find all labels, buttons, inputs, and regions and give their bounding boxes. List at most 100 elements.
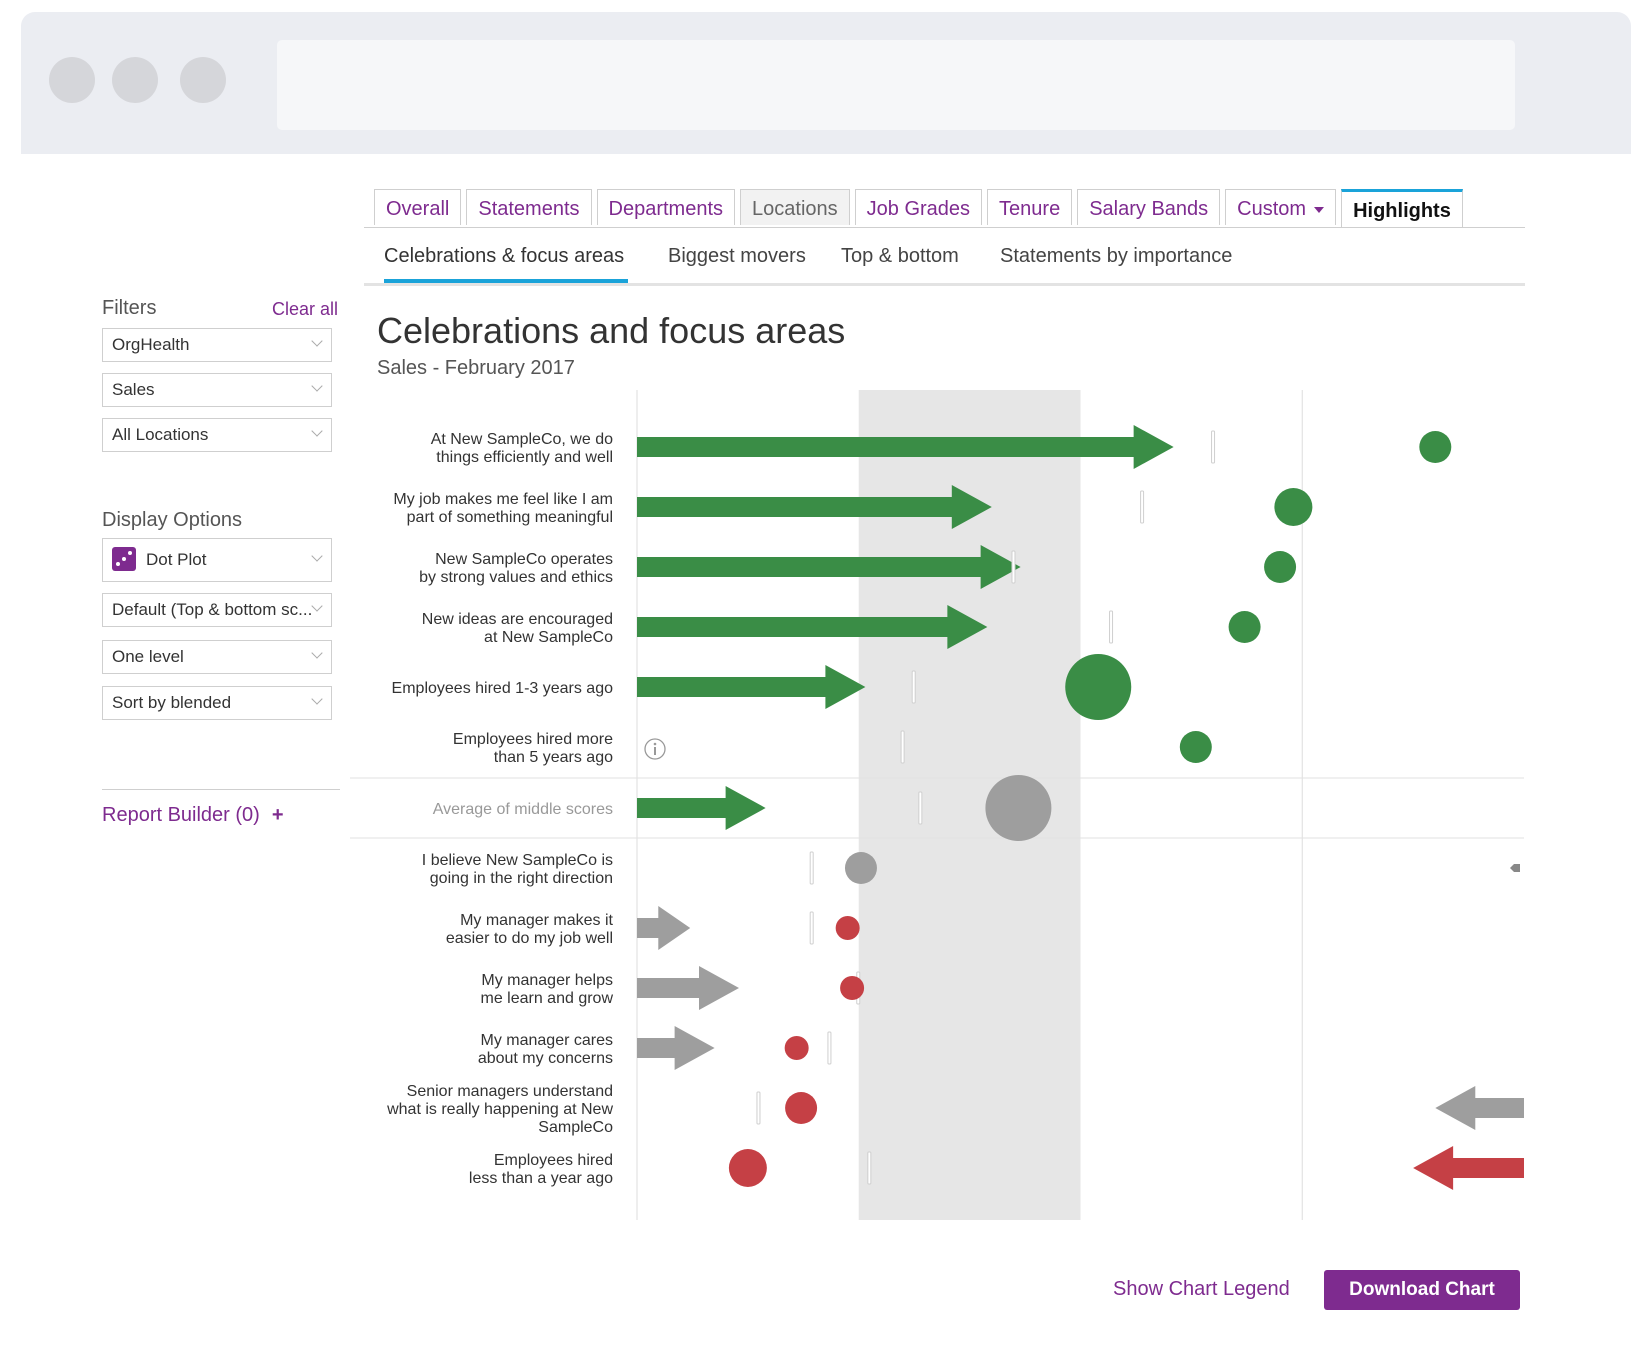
window-minimize-dot[interactable] bbox=[112, 57, 158, 103]
level-select[interactable]: One level bbox=[102, 640, 332, 674]
comparison-marker bbox=[900, 730, 905, 764]
main-tabs: Overall Statements Departments Locations… bbox=[374, 189, 1468, 228]
select-value: Dot Plot bbox=[146, 550, 207, 569]
row-label: about my concerns bbox=[478, 1050, 613, 1067]
score-dot bbox=[1274, 488, 1313, 526]
trend-arrow bbox=[637, 605, 988, 649]
row-label: Employees hired bbox=[494, 1152, 613, 1169]
row-label: My manager makes it bbox=[460, 912, 613, 929]
comparison-marker bbox=[867, 1151, 872, 1185]
show-chart-legend-link[interactable]: Show Chart Legend bbox=[1113, 1278, 1290, 1300]
row-label: going in the right direction bbox=[430, 870, 613, 887]
score-dot bbox=[844, 852, 877, 884]
tab-departments[interactable]: Departments bbox=[596, 189, 736, 225]
subtab-biggest-movers[interactable]: Biggest movers bbox=[668, 245, 806, 267]
score-dot bbox=[785, 1092, 818, 1124]
tab-locations[interactable]: Locations bbox=[740, 189, 850, 225]
address-bar[interactable] bbox=[277, 40, 1515, 130]
select-value: All Locations bbox=[112, 425, 209, 444]
trend-arrow bbox=[1413, 1146, 1524, 1190]
row-label: Senior managers understand bbox=[407, 1083, 613, 1100]
tab-label: Locations bbox=[752, 198, 838, 220]
offchart-arrow bbox=[1510, 864, 1520, 872]
row-label: Employees hired 1-3 years ago bbox=[392, 680, 614, 697]
score-dot bbox=[835, 916, 860, 940]
row-label: things efficiently and well bbox=[436, 449, 613, 466]
chevron-down-icon bbox=[311, 647, 323, 659]
score-dot bbox=[1264, 551, 1297, 583]
tab-job-grades[interactable]: Job Grades bbox=[854, 189, 983, 225]
sidebar-divider bbox=[102, 789, 340, 790]
filters-heading: Filters bbox=[102, 297, 157, 319]
tab-custom[interactable]: Custom bbox=[1225, 189, 1337, 225]
display-options-heading: Display Options bbox=[102, 509, 243, 531]
chevron-down-icon bbox=[311, 550, 323, 562]
row-label: Average of middle scores bbox=[433, 801, 613, 818]
tab-statements[interactable]: Statements bbox=[466, 189, 592, 225]
chevron-down-icon bbox=[311, 600, 323, 612]
filter-location-select[interactable]: All Locations bbox=[102, 418, 332, 452]
trend-arrow bbox=[637, 545, 1021, 589]
subtab-celebrations[interactable]: Celebrations & focus areas bbox=[384, 245, 625, 267]
trend-arrow bbox=[637, 485, 992, 529]
window-close-dot[interactable] bbox=[49, 57, 95, 103]
chevron-down-icon bbox=[311, 335, 323, 347]
tab-label: Tenure bbox=[999, 198, 1061, 220]
subtab-top-bottom[interactable]: Top & bottom bbox=[841, 245, 959, 267]
download-chart-button[interactable]: Download Chart bbox=[1324, 1270, 1520, 1310]
scoring-select[interactable]: Default (Top & bottom sc... bbox=[102, 593, 332, 627]
row-label: At New SampleCo, we do bbox=[431, 431, 613, 448]
chevron-down-icon bbox=[311, 425, 323, 437]
row-label: what is really happening at New bbox=[386, 1101, 613, 1118]
row-label: part of something meaningful bbox=[407, 509, 613, 526]
tab-label: Job Grades bbox=[866, 198, 971, 220]
sort-select[interactable]: Sort by blended bbox=[102, 686, 332, 720]
window-zoom-dot[interactable] bbox=[180, 57, 226, 103]
trend-arrow bbox=[637, 665, 866, 709]
report-builder-label: Report Builder (0) bbox=[102, 804, 260, 826]
score-dot bbox=[1228, 611, 1261, 643]
trend-arrow bbox=[637, 966, 740, 1010]
select-value: Default (Top & bottom sc... bbox=[112, 600, 313, 619]
row-label: than 5 years ago bbox=[494, 749, 613, 766]
tab-label: Statements bbox=[478, 198, 580, 220]
tab-highlights[interactable]: Highlights bbox=[1341, 189, 1463, 228]
browser-chrome bbox=[21, 12, 1631, 154]
row-label: New SampleCo operates bbox=[435, 551, 613, 568]
comparison-marker bbox=[827, 1031, 832, 1065]
tab-label: Highlights bbox=[1353, 200, 1451, 222]
score-dot bbox=[985, 775, 1052, 841]
tab-tenure[interactable]: Tenure bbox=[987, 189, 1073, 225]
subtab-statements-by-importance[interactable]: Statements by importance bbox=[1000, 245, 1233, 267]
comparison-marker bbox=[756, 1091, 761, 1125]
filter-department-select[interactable]: Sales bbox=[102, 373, 332, 407]
comparison-marker bbox=[1109, 610, 1114, 644]
chart-type-select[interactable]: Dot Plot bbox=[102, 538, 332, 582]
chevron-down-icon bbox=[311, 380, 323, 392]
comparison-marker bbox=[809, 911, 814, 945]
row-label: me learn and grow bbox=[480, 990, 613, 1007]
info-icon bbox=[644, 738, 666, 760]
tabs-divider bbox=[364, 227, 1525, 228]
tab-label: Departments bbox=[608, 198, 724, 220]
score-dot bbox=[1419, 431, 1452, 463]
row-label: at New SampleCo bbox=[484, 629, 613, 646]
comparison-marker bbox=[1011, 550, 1016, 584]
tab-salary-bands[interactable]: Salary Bands bbox=[1077, 189, 1221, 225]
report-builder-link[interactable]: Report Builder (0) + bbox=[102, 804, 284, 827]
row-label: My job makes me feel like I am bbox=[393, 491, 613, 508]
select-value: OrgHealth bbox=[112, 335, 190, 354]
page-subtitle: Sales - February 2017 bbox=[377, 357, 575, 379]
filter-survey-select[interactable]: OrgHealth bbox=[102, 328, 332, 362]
trend-arrow bbox=[637, 425, 1174, 469]
row-label: Employees hired more bbox=[453, 731, 613, 748]
row-label: My manager helps bbox=[481, 972, 613, 989]
select-value: Sales bbox=[112, 380, 155, 399]
tab-overall[interactable]: Overall bbox=[374, 189, 462, 225]
clear-all-link[interactable]: Clear all bbox=[272, 299, 339, 319]
row-label: SampleCo bbox=[538, 1119, 613, 1136]
dot-plot-icon bbox=[112, 546, 136, 571]
score-dot bbox=[728, 1149, 767, 1187]
score-dot bbox=[1179, 731, 1212, 763]
comparison-marker bbox=[1211, 430, 1216, 464]
